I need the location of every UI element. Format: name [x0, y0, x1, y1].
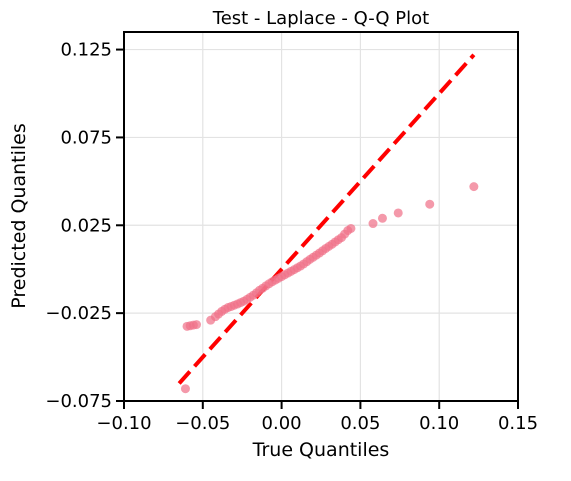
data-point	[346, 223, 356, 233]
grid-lines	[123, 32, 519, 402]
data-point	[377, 213, 387, 223]
x-tick-label: 0.10	[419, 413, 459, 434]
x-tick-label: −0.05	[175, 413, 230, 434]
y-tick-label: −0.025	[45, 303, 112, 324]
x-axis-label: True Quantiles	[252, 439, 390, 461]
y-tick-label: −0.075	[45, 391, 112, 412]
x-tick-label: −0.10	[96, 413, 151, 434]
data-point	[469, 182, 479, 192]
chart-title: Test - Laplace - Q-Q Plot	[212, 8, 429, 29]
x-tick-label: 0.00	[262, 413, 302, 434]
x-axis-ticks: −0.10 −0.05 0.00 0.05 0.10 0.15	[96, 401, 538, 434]
y-tick-label: 0.125	[60, 40, 112, 61]
data-point	[368, 219, 378, 229]
x-tick-label: 0.05	[340, 413, 380, 434]
data-point	[191, 320, 201, 330]
y-tick-label: 0.075	[60, 127, 112, 148]
y-axis-label: Predicted Quantiles	[8, 123, 30, 309]
data-points	[180, 182, 479, 394]
y-tick-label: 0.025	[60, 215, 112, 236]
data-point	[425, 199, 435, 209]
plot-frame	[123, 31, 519, 402]
data-point	[180, 384, 190, 394]
data-point	[393, 208, 403, 218]
x-tick-label: 0.15	[498, 413, 538, 434]
reference-line	[177, 53, 476, 385]
y-axis-ticks: −0.075 −0.025 0.025 0.075 0.125	[45, 40, 124, 412]
